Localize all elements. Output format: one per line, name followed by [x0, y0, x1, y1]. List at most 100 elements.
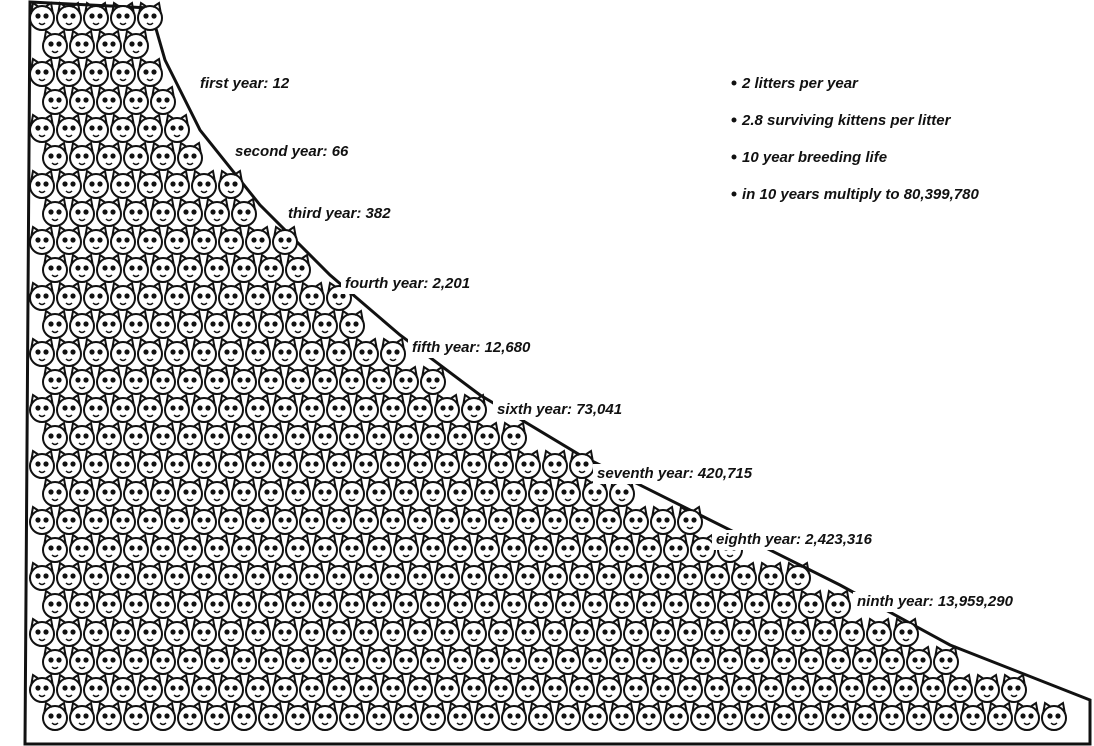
eye [143, 125, 148, 130]
face [475, 538, 499, 562]
eye [637, 573, 642, 578]
eye [291, 657, 296, 662]
eye [696, 601, 701, 606]
eye [488, 657, 493, 662]
eye [467, 629, 472, 634]
eye [696, 545, 701, 550]
eye [299, 657, 304, 662]
eye [251, 349, 256, 354]
eye [245, 489, 250, 494]
eye [102, 601, 107, 606]
eye [251, 517, 256, 522]
face [286, 650, 310, 674]
face [367, 706, 391, 730]
eye [291, 713, 296, 718]
eye [691, 685, 696, 690]
face [178, 146, 202, 170]
eye [89, 237, 94, 242]
face [327, 398, 351, 422]
face [138, 230, 162, 254]
eye [156, 321, 161, 326]
face [732, 678, 756, 702]
eye [210, 489, 215, 494]
eye [102, 41, 107, 46]
eye [831, 601, 836, 606]
eye [156, 377, 161, 382]
eye [116, 349, 121, 354]
eye [245, 209, 250, 214]
face [300, 678, 324, 702]
eye [110, 265, 115, 270]
eye [286, 461, 291, 466]
face [192, 342, 216, 366]
eye [70, 69, 75, 74]
face [192, 678, 216, 702]
face [354, 566, 378, 590]
face [651, 510, 675, 534]
eye [272, 321, 277, 326]
eye [386, 517, 391, 522]
eye [502, 573, 507, 578]
eye [993, 713, 998, 718]
eye [35, 69, 40, 74]
eye [426, 377, 431, 382]
eye [97, 573, 102, 578]
eye [164, 209, 169, 214]
eye [237, 713, 242, 718]
face [475, 706, 499, 730]
face [111, 118, 135, 142]
face [313, 370, 337, 394]
eye [151, 629, 156, 634]
face [97, 426, 121, 450]
face [138, 510, 162, 534]
face [286, 482, 310, 506]
eye [218, 265, 223, 270]
face [313, 594, 337, 618]
eye [299, 265, 304, 270]
face [43, 258, 67, 282]
eye [48, 657, 53, 662]
eye [737, 685, 742, 690]
eye [710, 573, 715, 578]
eye [232, 573, 237, 578]
eye [183, 713, 188, 718]
face [273, 454, 297, 478]
face [219, 342, 243, 366]
eye [858, 713, 863, 718]
eye [650, 601, 655, 606]
face [462, 398, 486, 422]
eye [440, 405, 445, 410]
eye [129, 601, 134, 606]
eye [210, 377, 215, 382]
face [111, 6, 135, 30]
eye [596, 489, 601, 494]
eye [75, 377, 80, 382]
face [205, 706, 229, 730]
face [178, 538, 202, 562]
eye [48, 265, 53, 270]
eye [137, 209, 142, 214]
eye [542, 657, 547, 662]
face [192, 174, 216, 198]
eye [569, 601, 574, 606]
eye [575, 517, 580, 522]
eye [286, 405, 291, 410]
face [921, 678, 945, 702]
eye [129, 433, 134, 438]
eye [48, 713, 53, 718]
eye [880, 629, 885, 634]
eye [97, 181, 102, 186]
face [192, 286, 216, 310]
eye [170, 461, 175, 466]
eye [413, 405, 418, 410]
eye [804, 713, 809, 718]
eye [650, 545, 655, 550]
eye [575, 629, 580, 634]
face [138, 118, 162, 142]
eye [704, 601, 709, 606]
eye [129, 41, 134, 46]
eye [326, 433, 331, 438]
face [597, 566, 621, 590]
face [313, 314, 337, 338]
face [138, 622, 162, 646]
